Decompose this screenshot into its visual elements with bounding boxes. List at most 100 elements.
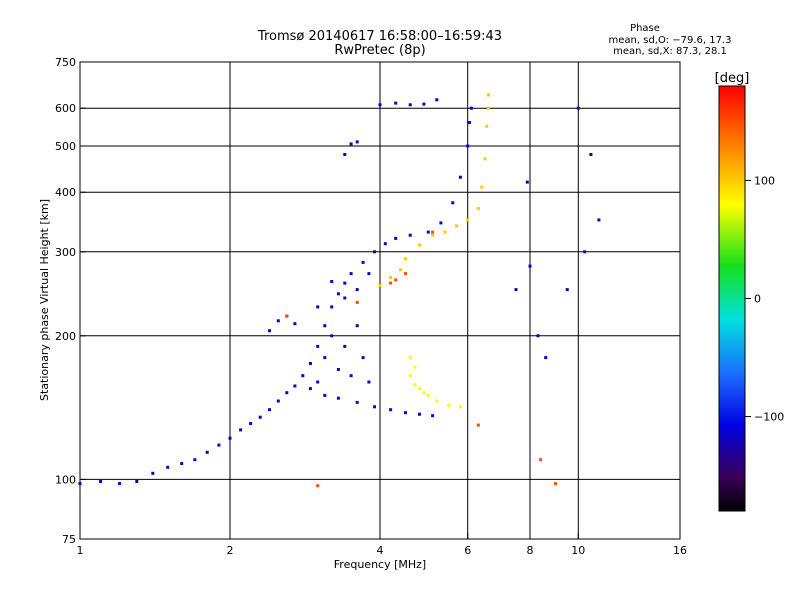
data-point — [343, 296, 347, 300]
data-point — [205, 450, 209, 454]
y-tick-label: 300 — [55, 246, 76, 259]
data-point — [336, 396, 340, 400]
data-point — [268, 408, 271, 412]
y-tick-label: 600 — [55, 102, 76, 115]
data-point — [404, 272, 407, 276]
data-point — [408, 233, 412, 237]
data-point — [469, 106, 473, 110]
data-point — [431, 414, 435, 418]
data-point — [431, 230, 435, 234]
data-point — [399, 268, 403, 272]
data-point — [336, 292, 340, 296]
data-point — [239, 428, 243, 432]
data-point — [480, 185, 484, 189]
data-point — [135, 480, 139, 483]
data-point — [435, 399, 439, 403]
data-point — [466, 144, 470, 148]
data-point — [180, 462, 184, 465]
data-point — [355, 288, 359, 292]
data-point — [355, 300, 359, 304]
data-point — [378, 103, 382, 107]
data-point — [323, 324, 327, 328]
data-point — [394, 278, 398, 282]
data-point — [539, 458, 543, 462]
data-point — [323, 393, 327, 397]
phase-mean-x: mean, sd,X: 87.3, 28.1 — [613, 46, 727, 57]
data-point — [485, 124, 489, 128]
data-point — [426, 393, 430, 397]
x-tick-label: 2 — [227, 544, 234, 557]
data-point — [418, 243, 421, 247]
series-f1-ledge — [308, 387, 435, 418]
x-tick-label: 1 — [77, 544, 84, 557]
x-tick-label: 4 — [377, 544, 384, 557]
x-tick-label: 10 — [571, 544, 585, 557]
data-point — [486, 93, 490, 97]
data-point — [476, 423, 480, 427]
data-point — [455, 224, 459, 228]
x-tick-label: 6 — [464, 544, 471, 557]
data-point — [413, 383, 417, 387]
data-point — [361, 356, 365, 360]
data-point — [483, 157, 487, 161]
data-points — [78, 93, 601, 488]
data-point — [528, 264, 532, 268]
series-scattered-o — [268, 272, 371, 384]
series-high-fragment — [343, 98, 439, 156]
data-point — [413, 365, 417, 369]
data-point — [476, 206, 480, 210]
data-point — [458, 405, 462, 409]
x-axis-label: Frequency [MHz] — [334, 558, 426, 571]
y-tick-label: 200 — [55, 330, 76, 343]
data-point — [486, 106, 490, 110]
data-point — [536, 334, 540, 338]
data-point — [99, 480, 103, 483]
data-point — [583, 250, 587, 254]
data-point — [217, 443, 221, 447]
series-sparse-high-freq — [514, 106, 601, 360]
colorbar-tick-label: 100 — [754, 174, 775, 187]
data-point — [447, 403, 451, 407]
axis-ticks: 1 2 4 6 8 10 16 75 100 200 300 400 500 600 750 — [55, 56, 687, 557]
y-tick-label: 75 — [62, 533, 76, 546]
data-point — [466, 218, 470, 222]
data-point — [394, 101, 398, 105]
data-point — [576, 106, 580, 110]
data-point — [228, 436, 232, 440]
data-point — [514, 288, 518, 292]
data-point — [349, 374, 353, 378]
data-point — [565, 288, 569, 292]
data-point — [373, 250, 376, 254]
data-point — [408, 374, 412, 378]
colorbar — [718, 85, 746, 512]
series-warm-noise — [285, 230, 557, 488]
phase-mean-o: mean, sd,O: −79.6, 17.3 — [609, 35, 732, 46]
data-point — [389, 281, 393, 285]
data-point — [293, 322, 297, 326]
y-tick-label: 750 — [55, 56, 76, 69]
colorbar-tick-label: 0 — [754, 293, 761, 306]
data-point — [118, 482, 121, 486]
data-point — [422, 102, 426, 106]
x-tick-label: 8 — [527, 544, 534, 557]
colorbar-ticks: 100 0 −100 — [745, 174, 784, 424]
data-point — [343, 153, 347, 156]
data-point — [301, 374, 305, 378]
data-point — [249, 422, 253, 425]
data-point — [343, 344, 347, 348]
data-point — [389, 276, 393, 279]
data-point — [394, 236, 398, 240]
data-point — [336, 368, 340, 371]
data-point — [408, 356, 412, 360]
phase-heading: Phase — [630, 23, 660, 34]
data-point — [554, 482, 557, 486]
data-point — [276, 399, 280, 403]
data-point — [330, 280, 334, 283]
series-x-trace — [378, 93, 490, 287]
data-point — [276, 319, 280, 323]
chart-title: Tromsø 20140617 16:58:00–16:59:43 — [257, 29, 502, 44]
data-point — [151, 471, 155, 475]
data-point — [316, 484, 320, 488]
data-point — [316, 344, 320, 348]
